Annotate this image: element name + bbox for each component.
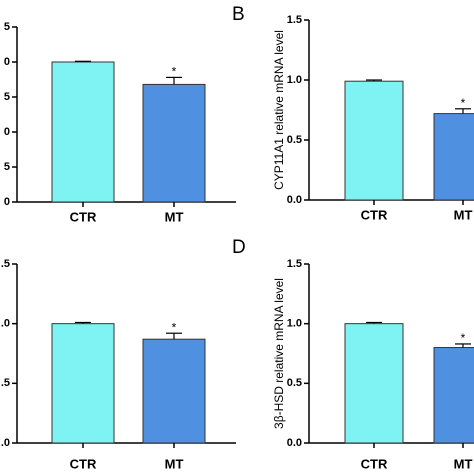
bar <box>344 80 404 201</box>
x-tick-label: CTR <box>361 456 388 471</box>
y-tick-label: .5 <box>1 377 10 389</box>
x-tick-label: MT <box>454 456 473 471</box>
y-tick-label: 0.5 <box>287 134 302 146</box>
x-tick-label: CTR <box>70 456 97 471</box>
x-tick-label: CTR <box>70 209 97 224</box>
y-tick-label: 0 <box>4 56 10 68</box>
y-axis-label: 3β-HSD relative mRNA level <box>272 278 286 429</box>
y-tick-label: 0 <box>4 126 10 138</box>
y-tick-label: .0 <box>1 437 10 449</box>
x-tick-label: MT <box>165 456 184 471</box>
significance-mark: * <box>172 320 177 334</box>
y-tick-label: 0.0 <box>287 437 302 449</box>
x-tick-label: CTR <box>361 207 388 222</box>
bar <box>142 83 206 203</box>
y-tick-label: 0.0 <box>287 194 302 206</box>
significance-mark: * <box>461 331 466 345</box>
y-tick-label: 5 <box>4 91 10 103</box>
panel-letter: B <box>232 4 245 25</box>
y-tick-label: 5 <box>4 21 10 33</box>
bar <box>51 61 115 203</box>
y-axis-label: CYP11A1 relative mRNA level <box>272 30 286 190</box>
x-tick-label: MT <box>165 209 184 224</box>
y-tick-label: 1.0 <box>287 74 302 86</box>
significance-mark: * <box>461 96 466 110</box>
y-tick-label: 0.5 <box>287 377 302 389</box>
y-tick-label: .5 <box>1 258 10 270</box>
significance-mark: * <box>172 65 177 79</box>
y-tick-label: 1.0 <box>287 318 302 330</box>
y-tick-label: 5 <box>4 161 10 173</box>
bar <box>433 347 474 444</box>
bar <box>51 323 115 444</box>
y-tick-label: 1.5 <box>287 14 302 26</box>
y-tick-label: 0 <box>4 196 10 208</box>
bar <box>142 338 206 444</box>
y-tick-label: 1.5 <box>287 258 302 270</box>
panel-letter: D <box>232 237 246 258</box>
bar <box>433 113 474 201</box>
bar <box>344 323 404 444</box>
y-tick-label: .0 <box>1 318 10 330</box>
x-tick-label: MT <box>454 207 473 222</box>
